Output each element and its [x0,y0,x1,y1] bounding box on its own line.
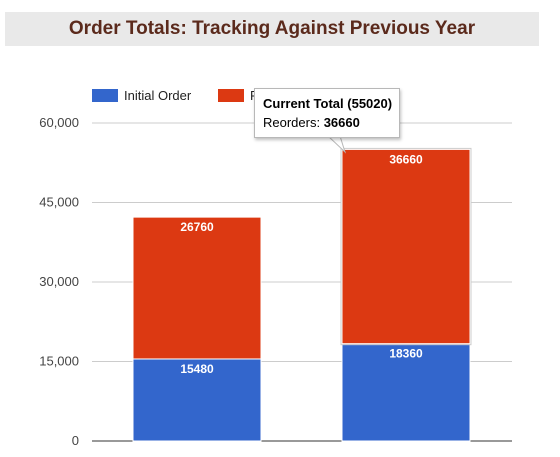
bars [132,147,472,442]
bar-segment-initial-order-1[interactable] [132,358,262,442]
legend: Initial OrderR [92,88,259,103]
y-tick-label: 0 [72,433,79,448]
data-label: 26760 [180,220,214,234]
legend-swatch[interactable] [92,89,118,102]
y-tick-label: 30,000 [39,274,79,289]
bar-segment-reorders-2[interactable] [341,148,471,345]
tooltip-label: Reorders: [263,115,321,130]
tooltip-value: 36660 [323,115,360,130]
y-tick-label: 60,000 [39,115,79,130]
legend-label[interactable]: Initial Order [124,88,192,103]
chart-title: Order Totals: Tracking Against Previous … [68,18,476,39]
y-tick-label: 15,000 [39,354,79,369]
tooltip-title: Current Total (55020) [263,96,393,111]
legend-swatch[interactable] [218,89,244,102]
chart-title-bar: Order Totals: Tracking Against Previous … [5,12,539,46]
data-label: 36660 [389,152,423,166]
bar-segment-reorders-1[interactable] [132,216,262,360]
data-label: 18360 [389,347,423,361]
data-labels: 15480 26760 18360 36660 [180,152,423,376]
tooltip: Current Total (55020) Reorders: 36660 [254,88,400,138]
hover-highlight [340,147,472,346]
tooltip-row: Reorders: 36660 [263,115,391,130]
data-label: 15480 [180,362,214,376]
y-tick-label: 45,000 [39,195,79,210]
bar-segment-initial-order-2[interactable] [341,343,471,442]
